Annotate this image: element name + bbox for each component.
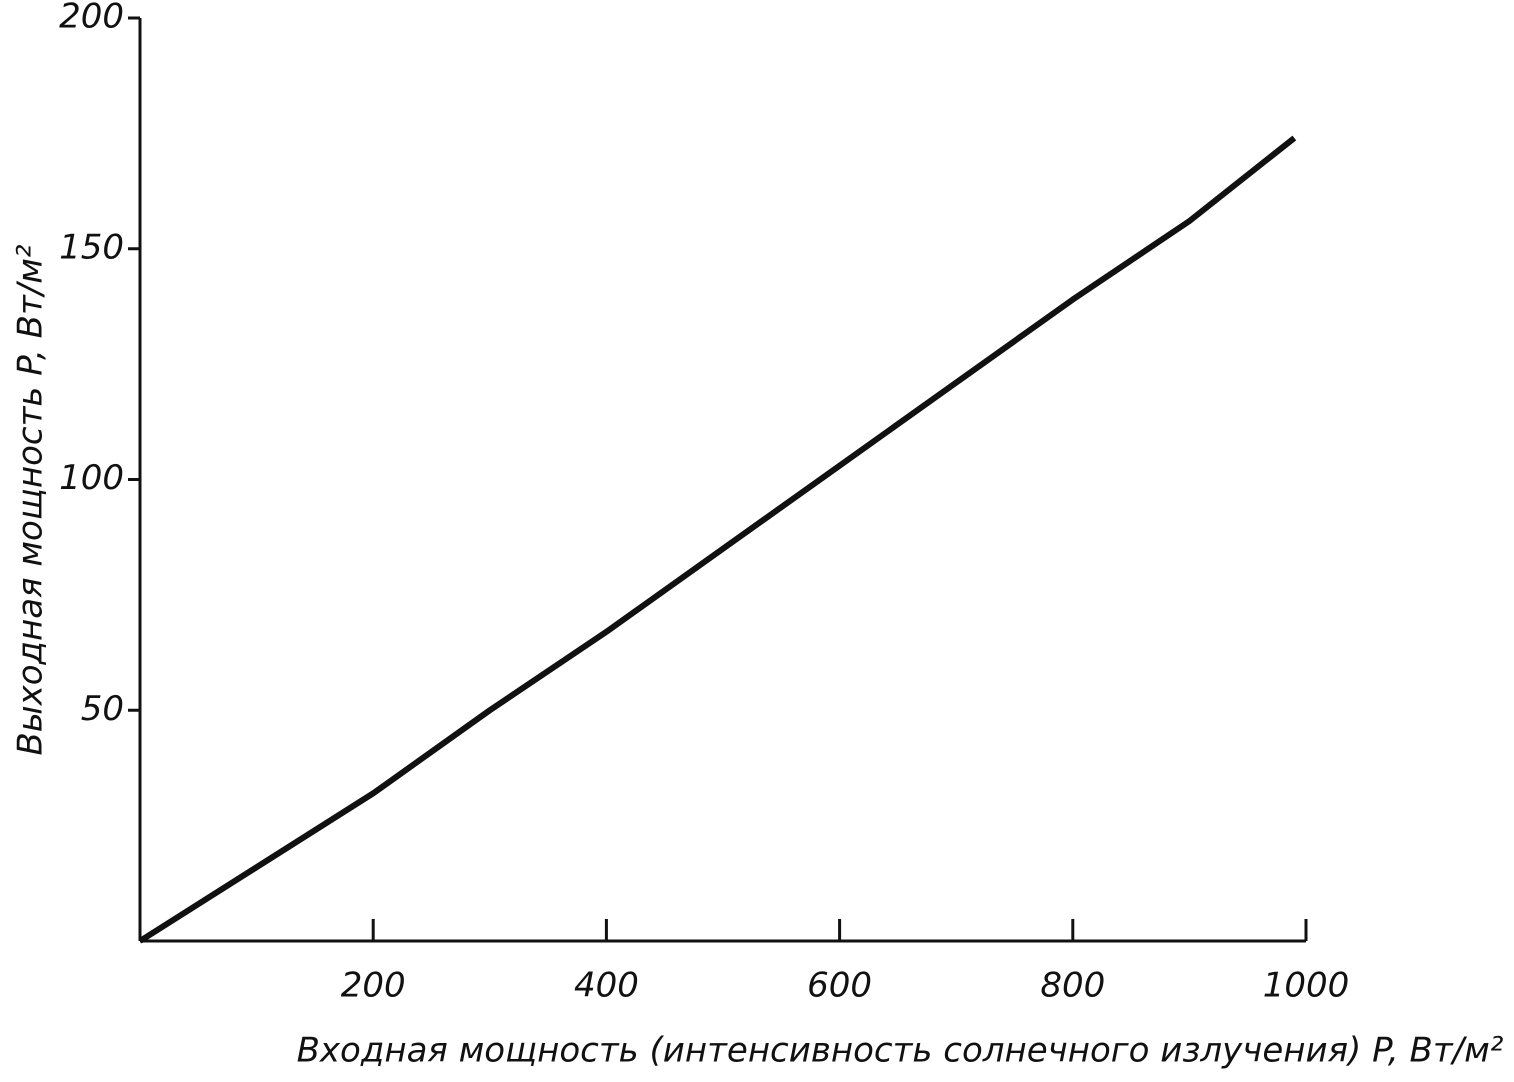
- y-tick-label: 150: [59, 227, 124, 267]
- data-line: [138, 135, 1297, 944]
- x-tick-label: 400: [574, 966, 639, 1006]
- x-tick-label: 1000: [1263, 966, 1350, 1006]
- x-tick-label: 600: [807, 966, 872, 1006]
- y-tick-label: 200: [59, 0, 124, 37]
- x-axis-label: Входная мощность (интенсивность солнечно…: [297, 1031, 1504, 1071]
- y-axis-label: Выходная мощность P, Вт/м²: [11, 244, 51, 755]
- y-tick-label: 50: [81, 689, 124, 729]
- y-tick-label: 100: [59, 458, 124, 498]
- x-tick-label: 800: [1040, 966, 1105, 1006]
- x-tick-label: 200: [341, 966, 406, 1006]
